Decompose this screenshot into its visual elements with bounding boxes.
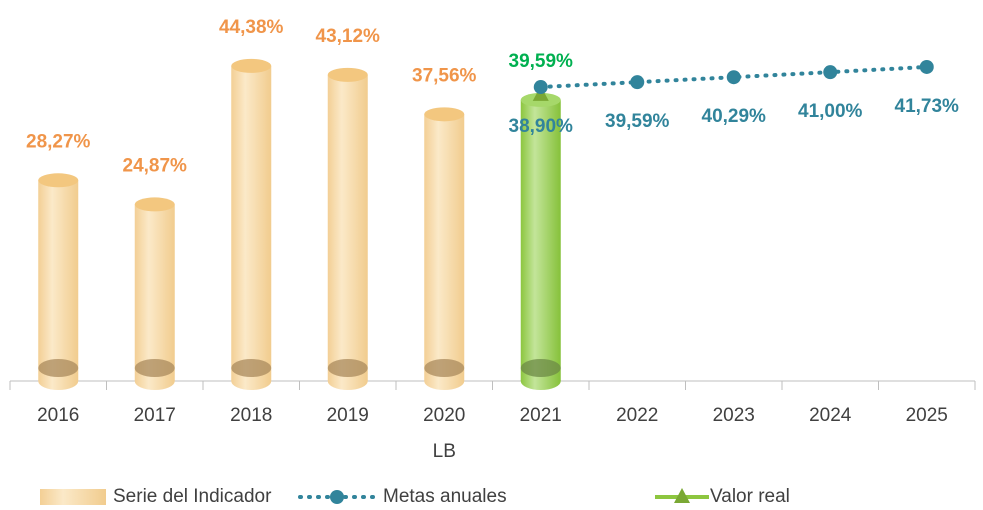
bar (520, 92, 561, 390)
bar (134, 197, 175, 390)
bar (424, 107, 465, 390)
legend-label: Valor real (710, 486, 790, 507)
bar-shadow (327, 359, 368, 377)
marker (630, 75, 645, 90)
value-label: 37,56% (412, 65, 477, 86)
value-label: 43,12% (316, 26, 381, 47)
x-tick-label: 2021 (520, 405, 562, 426)
bar-body (134, 204, 175, 381)
bar-body (520, 99, 561, 381)
bar (231, 58, 272, 390)
bar-base (134, 372, 175, 390)
bar-top (231, 58, 272, 73)
x-tick-label: 2025 (906, 405, 948, 426)
bar-top (424, 107, 465, 122)
value-label: 39,59% (509, 51, 574, 72)
bar-body (38, 180, 79, 381)
bar (327, 67, 368, 390)
bar-base (327, 372, 368, 390)
line (538, 64, 929, 90)
bar-shadow (38, 359, 79, 377)
bar-base (231, 372, 272, 390)
bar-top (327, 67, 368, 82)
x-tick-label: 2017 (134, 405, 176, 426)
bar-top (134, 197, 175, 212)
x-tick-label: 2024 (809, 405, 852, 426)
bar-shadow (231, 359, 272, 377)
x-tick-label: 2020 (423, 405, 465, 426)
x-tick-label: 2023 (713, 405, 755, 426)
x-tick-label: 2022 (616, 405, 658, 426)
value-label: 39,59% (605, 111, 670, 132)
bar-shadow (424, 359, 465, 377)
bar-top (38, 173, 79, 188)
bar (38, 173, 79, 390)
legend-label: Serie del Indicador (113, 486, 272, 507)
x-tick-note: LB (433, 441, 456, 462)
legend-marker (330, 490, 344, 504)
legend-swatch (40, 489, 106, 505)
bar-shadow (520, 359, 561, 377)
value-label: 24,87% (123, 155, 188, 176)
bar-body (327, 74, 368, 382)
value-label: 41,00% (798, 101, 863, 122)
bar-shadow (134, 359, 175, 377)
bar-body (231, 65, 272, 381)
value-label: 38,90% (509, 116, 574, 137)
marker (726, 70, 741, 85)
x-tick-label: 2016 (37, 405, 79, 426)
x-tick-label: 2019 (327, 405, 369, 426)
legend-label: Metas anuales (383, 486, 507, 507)
value-label: 44,38% (219, 17, 284, 38)
marker (919, 59, 934, 74)
bar-base (424, 372, 465, 390)
legend-marker (674, 488, 690, 503)
bar-base (520, 372, 561, 390)
marker (823, 65, 838, 80)
bar-base (38, 372, 79, 390)
value-label: 40,29% (702, 106, 767, 127)
x-tick-label: 2018 (230, 405, 272, 426)
bar-body (424, 114, 465, 381)
marker (533, 80, 548, 95)
value-label: 41,73% (895, 96, 960, 117)
value-label: 28,27% (26, 131, 91, 152)
